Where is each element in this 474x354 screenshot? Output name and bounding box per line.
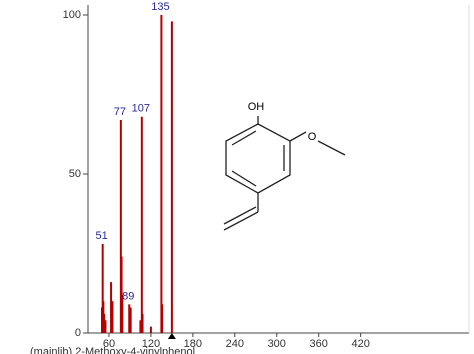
x-tick-label: 60 (103, 338, 115, 350)
peak-label: 51 (96, 230, 108, 242)
x-tick-label: 180 (184, 338, 202, 350)
double-bond (231, 170, 257, 187)
bond (223, 206, 257, 225)
y-tick-label: 100 (63, 9, 81, 21)
benzene-ring (225, 123, 291, 194)
peak-label: 135 (151, 1, 169, 13)
y-tick-label: 50 (69, 168, 81, 180)
double-bond (231, 130, 257, 146)
molecule (223, 116, 346, 231)
atom-label: O (308, 131, 317, 143)
peak-label: 77 (114, 106, 126, 118)
x-tick-label: 120 (142, 338, 160, 350)
x-tick-label: 300 (268, 338, 286, 350)
bond (289, 131, 307, 142)
peak-label: 107 (132, 103, 150, 115)
molecular-ion-marker (167, 333, 176, 339)
bond (223, 211, 259, 231)
x-tick-label: 360 (310, 338, 328, 350)
atom-label: OH (248, 101, 265, 113)
x-tick-label: 240 (226, 338, 244, 350)
caption: (mainlib) 2-Methoxy-4-vinylphenol (30, 346, 195, 354)
x-tick-label: 420 (351, 338, 369, 350)
bond (317, 140, 346, 156)
peak-label: 89 (122, 290, 134, 302)
y-tick-label: 0 (75, 327, 81, 339)
